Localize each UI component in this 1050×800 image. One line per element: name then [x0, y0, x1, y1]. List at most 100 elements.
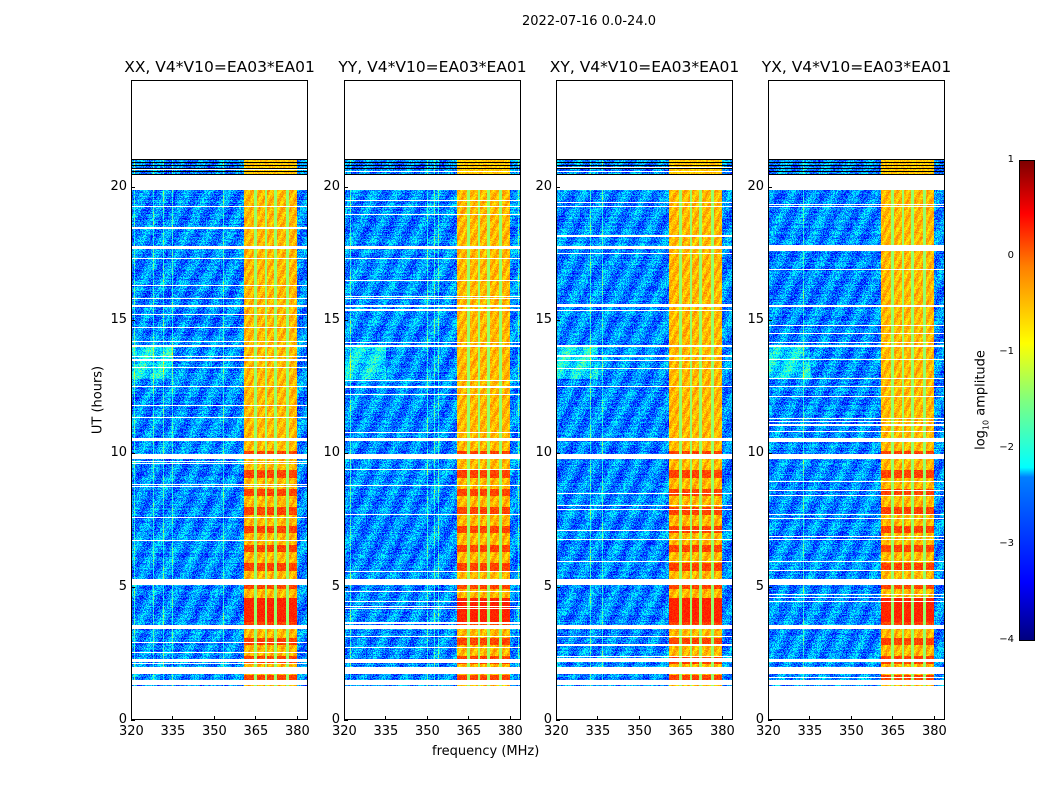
panel-title: YY, V4*V10=EA03*EA01 [338, 58, 527, 76]
x-tick-label: 335 [797, 724, 823, 739]
x-tick-mark [680, 716, 682, 720]
x-tick-mark [768, 716, 769, 720]
x-tick-mark [933, 716, 935, 720]
y-tick-mark [131, 453, 135, 455]
x-tick-mark [344, 716, 345, 720]
x-axis-label: frequency (MHz) [432, 744, 540, 759]
y-tick-mark [556, 186, 560, 188]
y-tick-mark [768, 186, 772, 188]
colorbar-label-sub: 10 [981, 419, 991, 431]
colorbar-label: log10 amplitude [974, 350, 991, 450]
panel-2-axes [556, 80, 733, 720]
heatmap-image [557, 81, 732, 719]
x-tick-label: 380 [709, 724, 735, 739]
y-tick-mark [131, 586, 135, 588]
colorbar [1019, 160, 1035, 641]
y-tick-mark [344, 720, 348, 721]
x-tick-label: 380 [497, 724, 523, 739]
y-tick-label: 10 [323, 445, 340, 461]
y-tick-label: 0 [543, 712, 552, 727]
heatmap-image [345, 81, 520, 719]
y-tick-mark [768, 320, 772, 321]
x-tick-mark [255, 716, 257, 720]
y-tick-label: 15 [747, 312, 764, 327]
x-tick-label: 380 [921, 724, 947, 739]
y-tick-label: 15 [535, 312, 552, 327]
colorbar-tick-label: −2 [999, 442, 1014, 453]
x-tick-mark [296, 716, 298, 720]
x-tick-label: 365 [456, 724, 482, 739]
y-tick-label: 15 [323, 312, 340, 327]
x-tick-mark [892, 716, 894, 720]
y-tick-label: 0 [118, 712, 127, 727]
y-tick-mark [556, 720, 560, 721]
x-tick-label: 350 [626, 724, 652, 739]
y-tick-label: 0 [755, 712, 764, 727]
y-tick-label: 5 [331, 578, 340, 594]
x-tick-mark [131, 716, 132, 720]
y-tick-mark [344, 453, 348, 455]
panel-1-axes [344, 80, 521, 720]
x-tick-label: 320 [756, 724, 781, 739]
panel-title: XY, V4*V10=EA03*EA01 [549, 58, 740, 76]
x-tick-label: 335 [373, 724, 399, 739]
y-tick-mark [556, 320, 560, 321]
panel-title: XX, V4*V10=EA03*EA01 [124, 58, 315, 76]
y-tick-mark [131, 186, 135, 188]
y-tick-label: 20 [110, 178, 127, 194]
x-tick-mark [385, 716, 387, 720]
x-tick-mark [721, 716, 723, 720]
x-tick-mark [638, 716, 640, 720]
x-tick-label: 350 [201, 724, 227, 739]
y-tick-label: 0 [331, 712, 340, 727]
x-tick-mark [597, 716, 599, 720]
panel-0-axes [131, 80, 308, 720]
x-tick-label: 365 [668, 724, 694, 739]
y-tick-mark [344, 186, 348, 188]
heatmap-image [132, 81, 307, 719]
y-tick-label: 15 [110, 312, 127, 327]
colorbar-tick-label: 1 [1007, 154, 1014, 165]
y-tick-mark [344, 320, 348, 321]
y-tick-mark [131, 320, 135, 321]
y-tick-label: 5 [118, 578, 127, 594]
panel-3-axes [768, 80, 945, 720]
y-tick-label: 20 [323, 178, 340, 194]
x-tick-mark [213, 716, 215, 720]
y-tick-label: 10 [110, 445, 127, 461]
x-tick-mark [809, 716, 811, 720]
x-tick-label: 335 [160, 724, 186, 739]
colorbar-tick-label: 0 [1007, 250, 1014, 261]
panel-title: YX, V4*V10=EA03*EA01 [761, 58, 952, 76]
y-tick-mark [768, 720, 772, 721]
y-tick-mark [768, 453, 772, 455]
colorbar-tick-label: −1 [999, 346, 1014, 357]
x-tick-label: 350 [414, 724, 440, 739]
x-tick-label: 320 [119, 724, 144, 739]
x-tick-mark [509, 716, 511, 720]
x-tick-mark [468, 716, 470, 720]
y-tick-label: 20 [747, 178, 764, 194]
y-tick-mark [768, 586, 772, 588]
x-tick-label: 335 [585, 724, 611, 739]
colorbar-tick-label: −3 [999, 538, 1014, 549]
y-tick-mark [556, 586, 560, 588]
x-tick-label: 380 [284, 724, 310, 739]
heatmap-image [769, 81, 944, 719]
x-tick-label: 365 [880, 724, 906, 739]
colorbar-label-text: amplitude [973, 350, 989, 420]
x-tick-label: 350 [838, 724, 864, 739]
y-tick-label: 5 [543, 578, 552, 594]
colorbar-tick-label: −4 [999, 634, 1014, 645]
y-tick-label: 5 [755, 578, 764, 594]
y-tick-label: 10 [747, 445, 764, 461]
x-tick-mark [426, 716, 428, 720]
figure-title: 2022-07-16 0.0-24.0 [522, 14, 656, 29]
x-tick-mark [850, 716, 852, 720]
y-tick-mark [556, 453, 560, 455]
x-tick-mark [556, 716, 557, 720]
y-tick-label: 20 [535, 178, 552, 194]
colorbar-label-log: log [973, 430, 989, 450]
x-tick-label: 320 [544, 724, 569, 739]
